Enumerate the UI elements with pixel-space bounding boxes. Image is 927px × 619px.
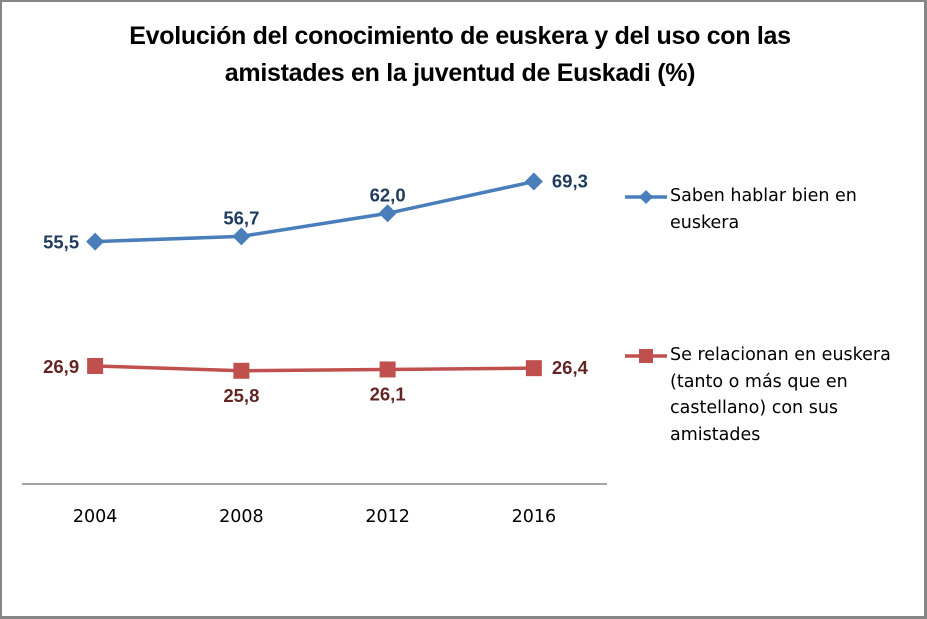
data-label: 69,3 <box>552 171 588 192</box>
legend-label-line: amistades <box>670 424 761 445</box>
legend-label-line: euskera <box>670 212 740 233</box>
data-point-diamond <box>524 172 543 191</box>
data-point-square <box>233 362 250 379</box>
legend-diamond-marker-icon <box>625 190 667 204</box>
x-tick-label: 2016 <box>512 507 557 527</box>
data-point-diamond <box>86 232 105 251</box>
series-line-2 <box>95 364 534 373</box>
x-tick-label: 2008 <box>219 507 264 527</box>
data-label: 56,7 <box>223 207 259 228</box>
legend-label-line: (tanto o más que en <box>670 371 848 392</box>
legend-item-se-relacionan: Se relacionan en euskera (tanto o más qu… <box>670 342 910 448</box>
chart-title: Evolución del conocimiento de euskera y … <box>60 18 860 92</box>
legend-label-line: Saben hablar bien en <box>670 186 857 206</box>
data-point-diamond <box>232 227 251 246</box>
data-point-square <box>379 361 396 378</box>
series-line-1 <box>95 179 535 244</box>
data-label: 55,5 <box>43 232 79 253</box>
chart-title-line-2: amistades en la juventud de Euskadi (%) <box>224 59 696 87</box>
legend-label-line: castellano) con sus <box>670 398 839 418</box>
x-tick-label: 2012 <box>365 507 410 527</box>
x-tick-label: 2004 <box>73 507 118 527</box>
data-point-square <box>87 357 104 374</box>
data-label: 26,1 <box>370 383 406 404</box>
data-label: 26,9 <box>43 356 79 377</box>
data-label: 25,8 <box>223 385 259 406</box>
data-point-square <box>525 360 542 377</box>
chart-title-line-1: Evolución del conocimiento de euskera y … <box>129 22 791 50</box>
legend-square-marker-icon <box>625 349 667 363</box>
legend-item-saben-hablar: Saben hablar bien en euskera <box>670 183 910 236</box>
data-label: 62,0 <box>370 184 406 205</box>
data-point-diamond <box>378 204 397 223</box>
legend-label-line: Se relacionan en euskera <box>670 345 891 365</box>
data-label: 26,4 <box>552 357 589 378</box>
